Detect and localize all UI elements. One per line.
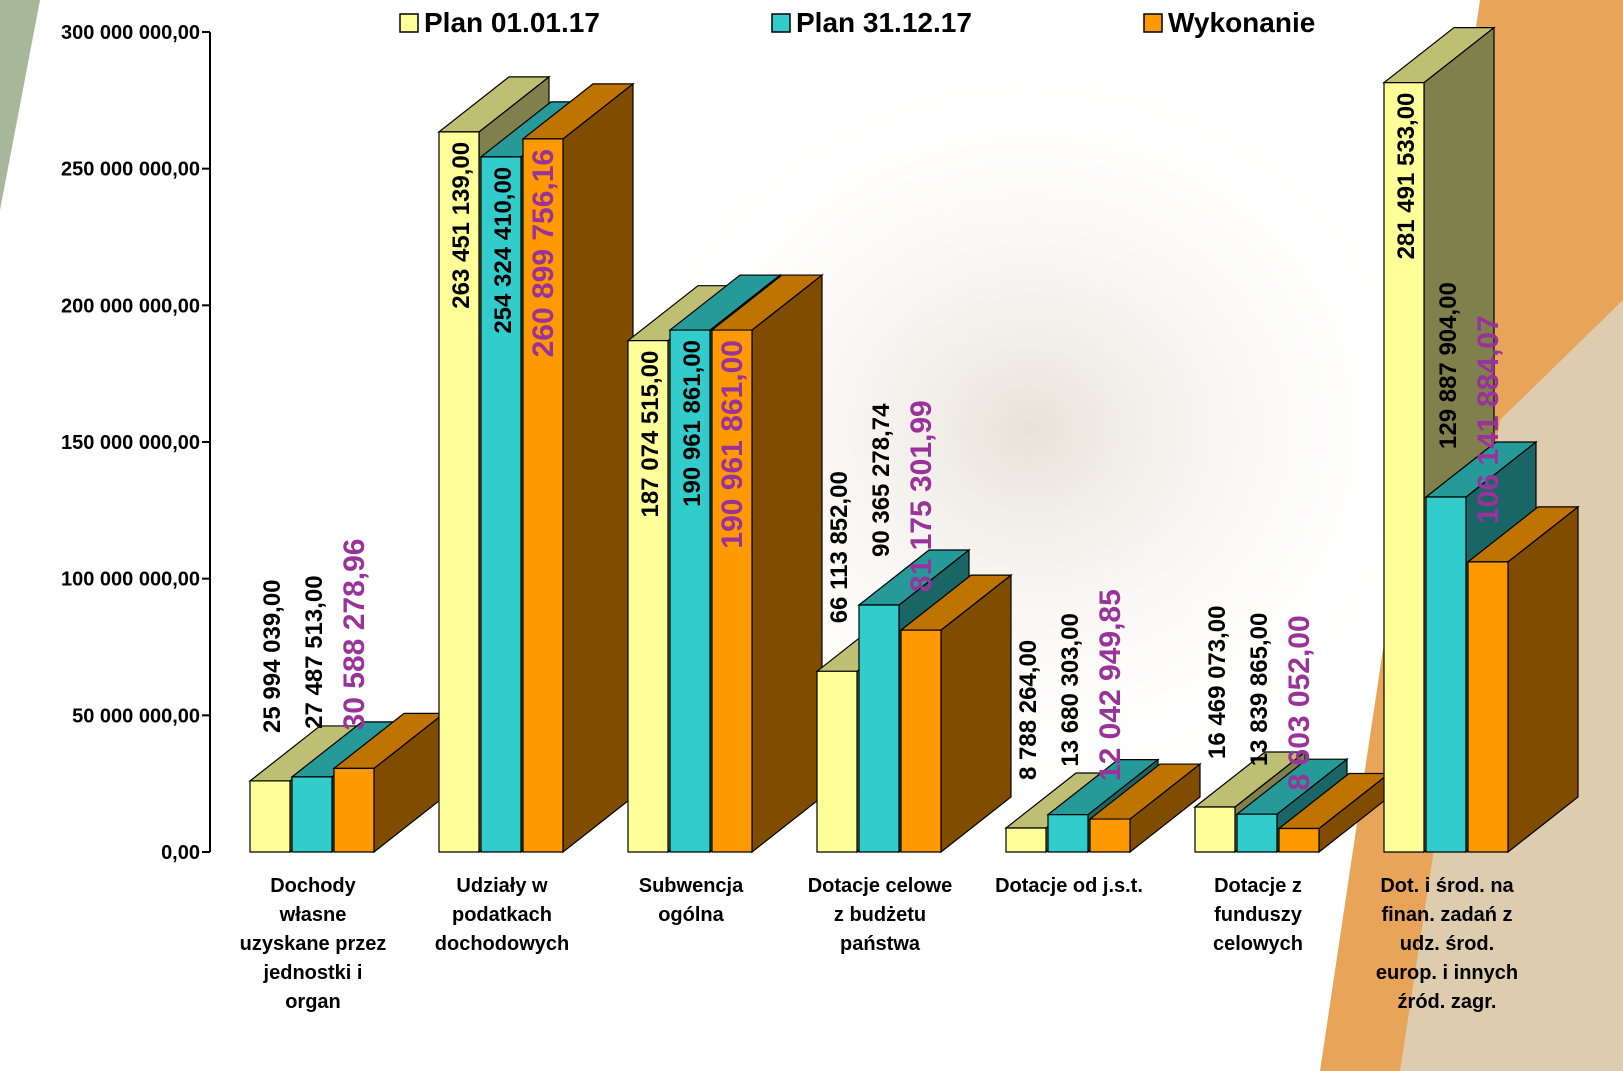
x-tick-label: Dochody własne uzyskane przez jednostki … bbox=[218, 872, 408, 1017]
value-label: 106 141 884,07 bbox=[1472, 315, 1505, 524]
y-tick-label: 150 000 000,00 bbox=[61, 432, 200, 454]
legend-swatch bbox=[400, 14, 418, 32]
value-label: 16 469 073,00 bbox=[1204, 606, 1231, 759]
value-label: 12 042 949,85 bbox=[1094, 589, 1127, 781]
x-tick-label: Dotacje z funduszy celowych bbox=[1163, 872, 1353, 959]
value-label: 254 324 410,00 bbox=[490, 167, 517, 334]
bar-front bbox=[817, 671, 857, 852]
value-label: 187 074 515,00 bbox=[637, 351, 664, 518]
bar-side bbox=[1508, 507, 1578, 852]
value-label: 66 113 852,00 bbox=[826, 471, 853, 623]
bar-front bbox=[901, 630, 941, 852]
value-label: 25 994 039,00 bbox=[259, 579, 286, 732]
bar-front bbox=[1426, 497, 1466, 852]
y-tick-label: 250 000 000,00 bbox=[61, 159, 200, 181]
x-tick-label: Dotacje celowe z budżetu państwa bbox=[785, 872, 975, 959]
y-tick-label: 50 000 000,00 bbox=[72, 705, 200, 727]
decor-left bbox=[0, 0, 40, 210]
value-label: 81 175 301,99 bbox=[905, 400, 938, 592]
value-label: 13 680 303,00 bbox=[1057, 613, 1084, 766]
bar-front bbox=[1048, 815, 1088, 852]
bar-front bbox=[1195, 807, 1235, 852]
bar-front bbox=[1006, 828, 1046, 852]
y-tick-label: 200 000 000,00 bbox=[61, 295, 200, 317]
legend-swatch bbox=[772, 14, 790, 32]
bar-front bbox=[1237, 814, 1277, 852]
value-label: 260 899 756,16 bbox=[527, 149, 560, 358]
legend-label: Plan 31.12.17 bbox=[796, 7, 972, 38]
value-label: 30 588 278,96 bbox=[338, 539, 371, 731]
value-label: 190 961 861,00 bbox=[679, 340, 706, 507]
slide: 0,00 50 000 000,00 100 000 000,00 150 000 0… bbox=[0, 0, 1623, 1071]
value-label: 190 961 861,00 bbox=[716, 340, 749, 549]
value-label: 90 365 278,74 bbox=[868, 403, 895, 557]
bar-3d bbox=[1468, 507, 1578, 852]
y-tick-label: 0,00 bbox=[161, 842, 200, 864]
x-tick-label: Dotacje od j.s.t. bbox=[974, 872, 1164, 901]
value-label: 129 887 904,00 bbox=[1435, 282, 1462, 449]
bar-front bbox=[334, 768, 374, 852]
legend-swatch bbox=[1144, 14, 1162, 32]
value-label: 8 603 052,00 bbox=[1283, 615, 1316, 790]
bar-side bbox=[563, 84, 633, 852]
y-tick-label: 100 000 000,00 bbox=[61, 569, 200, 591]
bar-front bbox=[859, 605, 899, 852]
bar-front bbox=[1468, 562, 1508, 852]
y-tick-label: 300 000 000,00 bbox=[61, 22, 200, 44]
bar-front bbox=[1279, 828, 1319, 852]
value-label: 281 491 533,00 bbox=[1393, 93, 1420, 260]
legend-label: Wykonanie bbox=[1168, 7, 1315, 38]
legend-label: Plan 01.01.17 bbox=[424, 7, 600, 38]
value-label: 263 451 139,00 bbox=[448, 142, 475, 309]
bar-front bbox=[250, 781, 290, 852]
value-label: 13 839 865,00 bbox=[1246, 613, 1273, 766]
x-tick-label: Subwencja ogólna bbox=[596, 872, 786, 930]
x-tick-label: Udziały w podatkach dochodowych bbox=[407, 872, 597, 959]
value-label: 8 788 264,00 bbox=[1015, 640, 1042, 780]
bar-side bbox=[752, 275, 822, 852]
bar-3d bbox=[901, 575, 1011, 852]
value-label: 27 487 513,00 bbox=[301, 575, 328, 728]
bar-front bbox=[292, 777, 332, 852]
x-tick-label: Dot. i środ. na finan. zadań z udz. środ… bbox=[1352, 872, 1542, 1017]
bar-front bbox=[1090, 819, 1130, 852]
